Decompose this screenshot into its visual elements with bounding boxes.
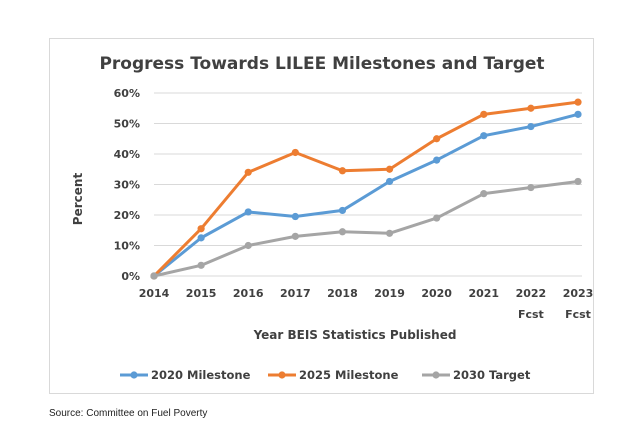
data-point	[150, 272, 158, 280]
data-point	[574, 177, 582, 186]
y-tick-label: 0%	[121, 270, 140, 283]
data-point	[197, 261, 205, 269]
x-tick-label: 2021	[468, 287, 499, 300]
series-2020-milestone	[150, 110, 582, 280]
series-line	[152, 179, 580, 278]
data-point	[480, 132, 488, 140]
data-point	[197, 225, 205, 233]
legend-label: 2025 Milestone	[299, 368, 399, 382]
y-tick-label: 10%	[114, 240, 140, 253]
x-tick-label: 2014	[139, 287, 170, 300]
data-point	[480, 110, 488, 118]
gridlines	[154, 92, 582, 277]
y-axis-title: Percent	[71, 173, 85, 226]
data-point	[338, 228, 347, 236]
data-point	[574, 110, 582, 118]
source-note: Source: Committee on Fuel Poverty	[49, 408, 208, 419]
legend-item: 2030 Target	[422, 368, 531, 382]
data-point	[291, 148, 299, 157]
x-tick-label: 2019	[374, 287, 405, 300]
y-tick-label: 30%	[114, 179, 140, 192]
data-point	[197, 234, 205, 242]
series-line	[152, 100, 580, 278]
legend-label: 2020 Milestone	[151, 368, 251, 382]
legend-label: 2030 Target	[453, 368, 531, 382]
series-2030-target	[150, 177, 582, 280]
x-tick-label: 2022	[516, 287, 547, 300]
x-axis-ticks: 2014 2015 2016 2017 2018 2019 2020 2021 2022 Fcst…	[139, 287, 594, 321]
y-tick-label: 40%	[114, 148, 140, 161]
data-point	[527, 183, 535, 192]
series-line	[152, 112, 580, 278]
x-tick-label: 2020	[421, 287, 452, 300]
chart-frame: Progress Towards LILEE Milestones and Ta…	[49, 38, 594, 394]
y-tick-label: 60%	[114, 87, 140, 100]
data-point	[244, 208, 252, 216]
x-tick-label: 2023	[563, 287, 594, 300]
y-tick-label: 20%	[114, 209, 140, 222]
data-point	[527, 122, 535, 131]
data-point	[291, 212, 299, 221]
data-point	[574, 98, 582, 106]
x-axis-title: Year BEIS Statistics Published	[253, 328, 457, 342]
data-point	[385, 177, 394, 186]
data-point	[480, 190, 488, 198]
data-point	[433, 156, 441, 164]
chart-title: Progress Towards LILEE Milestones and Ta…	[99, 54, 544, 74]
x-tick-sublabel: Fcst	[565, 308, 591, 321]
x-tick-label: 2016	[233, 287, 264, 300]
data-point	[385, 165, 394, 173]
x-tick-label: 2015	[186, 287, 217, 300]
series-layer	[150, 98, 582, 280]
y-tick-label: 50%	[114, 118, 140, 131]
data-point	[338, 167, 347, 175]
data-point	[385, 229, 394, 237]
x-tick-label: 2018	[327, 287, 358, 300]
data-point	[527, 104, 535, 112]
data-point	[244, 241, 252, 250]
legend-item: 2025 Milestone	[268, 368, 399, 382]
line-chart: Progress Towards LILEE Milestones and Ta…	[71, 54, 594, 382]
data-point	[338, 206, 347, 215]
y-axis-ticks: 0% 10% 20% 30% 40% 50% 60%	[114, 87, 140, 283]
data-point	[291, 232, 299, 240]
legend-swatch-marker	[278, 371, 286, 379]
x-tick-sublabel: Fcst	[518, 308, 544, 321]
x-tick-label: 2017	[280, 287, 311, 300]
legend-swatch-marker	[130, 371, 138, 379]
data-point	[244, 168, 252, 176]
legend-item: 2020 Milestone	[120, 368, 251, 382]
legend-swatch-marker	[432, 371, 440, 379]
data-point	[433, 214, 441, 222]
legend: 2020 Milestone 2025 Milestone 2030 Target	[120, 368, 531, 382]
data-point	[433, 135, 441, 143]
